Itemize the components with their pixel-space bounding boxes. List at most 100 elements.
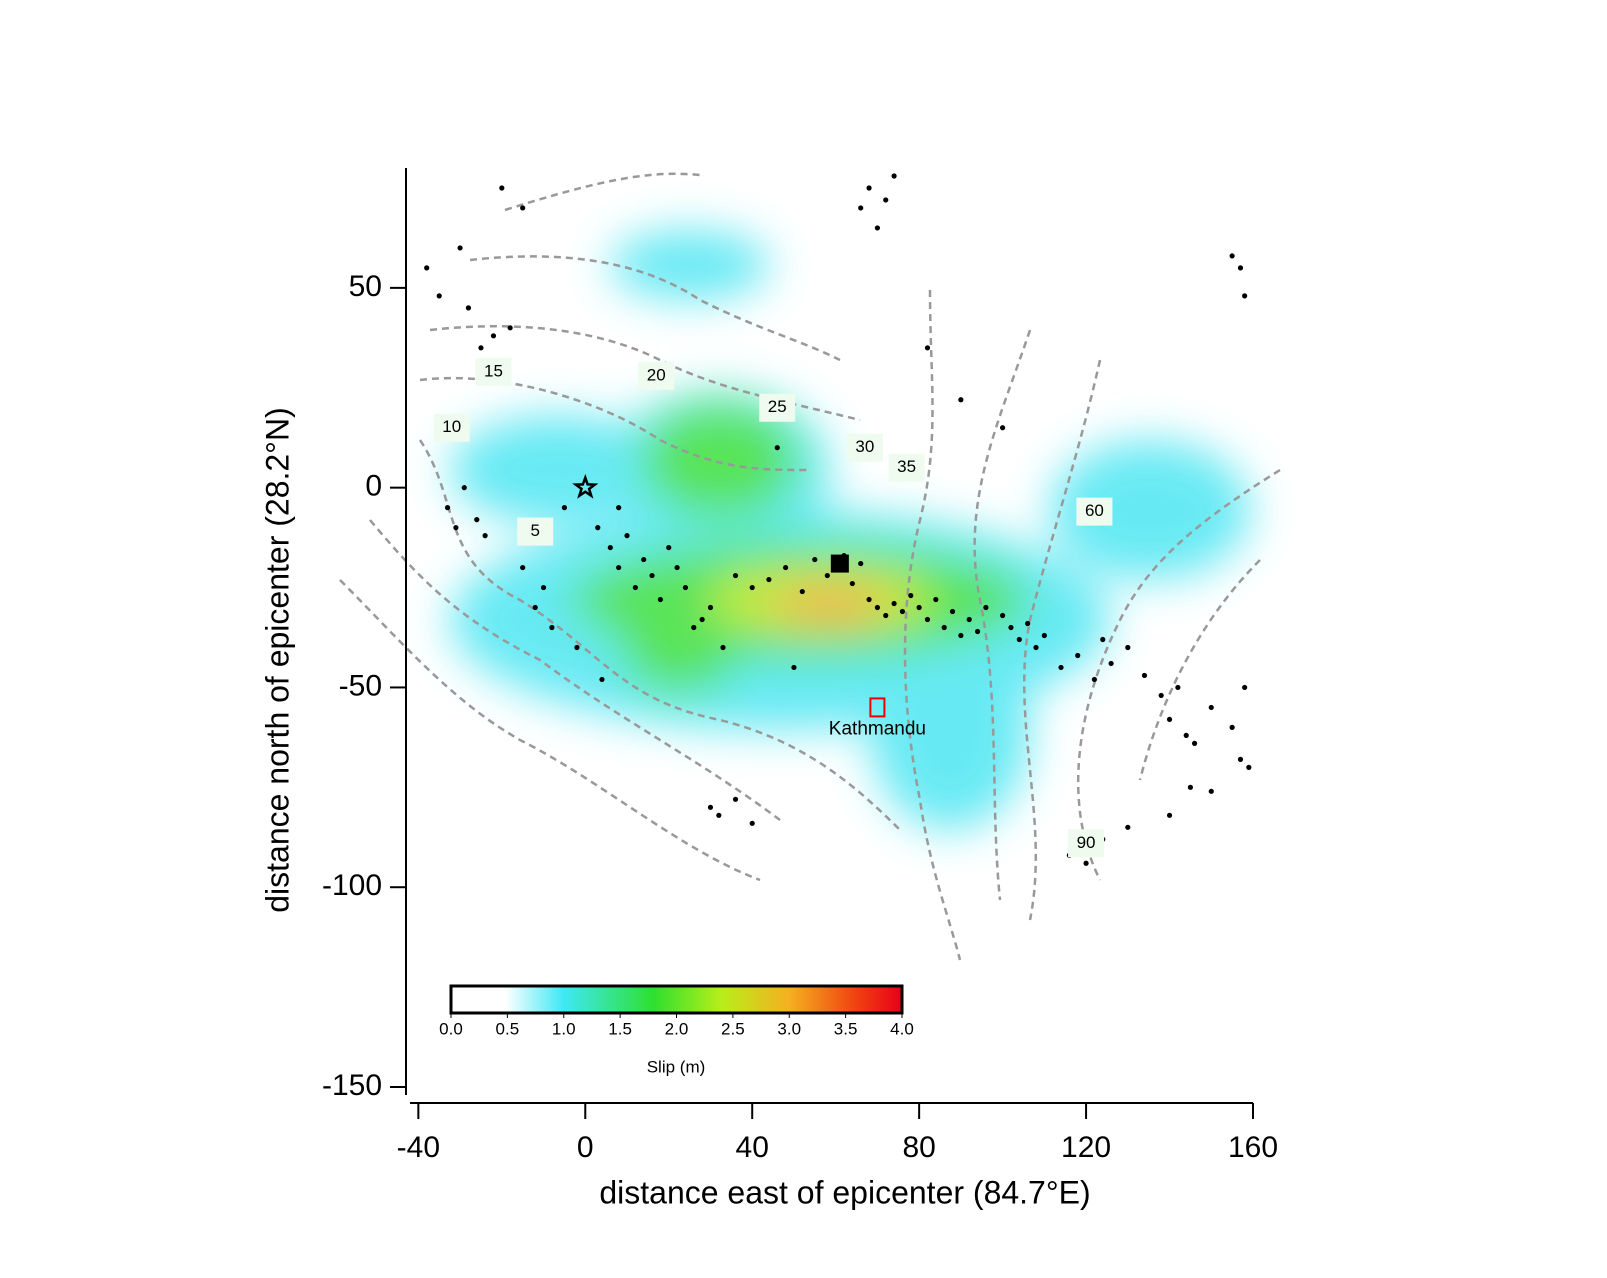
contour-label-box bbox=[888, 453, 925, 482]
aftershock bbox=[1016, 636, 1022, 643]
x-tick-label: 120 bbox=[1061, 1131, 1111, 1164]
aftershock bbox=[1237, 756, 1244, 762]
aftershock bbox=[1242, 293, 1248, 299]
aftershock bbox=[641, 556, 647, 563]
aftershock bbox=[707, 604, 714, 611]
aftershock bbox=[561, 505, 568, 511]
aftershock bbox=[716, 812, 722, 818]
aftershock bbox=[749, 584, 755, 591]
aftershock bbox=[891, 173, 897, 179]
aftershock bbox=[461, 485, 467, 491]
aftershock bbox=[507, 325, 513, 331]
aftershock bbox=[891, 600, 897, 607]
aftershock bbox=[1141, 672, 1148, 679]
aftershock bbox=[849, 580, 855, 587]
aftershock bbox=[1246, 764, 1252, 770]
aftershock bbox=[766, 576, 772, 583]
x-tick-label: 0 bbox=[577, 1131, 594, 1164]
y-tick-label: 0 bbox=[365, 470, 382, 503]
aftershock bbox=[607, 544, 613, 551]
aftershock bbox=[1108, 660, 1114, 667]
colorbar-tick-label: 0.0 bbox=[439, 1019, 463, 1038]
aftershock bbox=[1242, 684, 1248, 691]
aftershock bbox=[966, 616, 972, 623]
aftershock bbox=[720, 644, 726, 651]
aftershock bbox=[749, 820, 755, 826]
aftershock bbox=[983, 604, 989, 611]
x-tick-label: 80 bbox=[902, 1131, 935, 1164]
aftershock bbox=[482, 533, 488, 539]
y-tick-label: 50 bbox=[349, 270, 382, 303]
aftershock bbox=[1008, 624, 1014, 631]
aftershock bbox=[1187, 784, 1194, 790]
aftershock bbox=[958, 397, 964, 403]
aftershock bbox=[540, 584, 547, 591]
contour-label: 25 bbox=[768, 397, 787, 416]
aftershock bbox=[1041, 632, 1047, 639]
aftershock bbox=[908, 592, 914, 599]
y-axis-label: distance north of epicenter (28.2°N) bbox=[259, 407, 295, 913]
aftershock bbox=[732, 572, 739, 579]
city-marker bbox=[869, 697, 886, 718]
aftershock bbox=[478, 345, 484, 351]
aftershock bbox=[874, 225, 881, 231]
contour-label-box bbox=[475, 357, 512, 386]
aftershock bbox=[657, 596, 663, 603]
x-tick-label: -40 bbox=[397, 1131, 440, 1164]
aftershock bbox=[707, 804, 714, 810]
slip-field bbox=[450, 230, 1250, 830]
y-tick-label: -50 bbox=[339, 669, 382, 702]
aftershock bbox=[474, 517, 480, 523]
aftershock bbox=[1237, 265, 1244, 271]
aftershock bbox=[812, 556, 818, 563]
aftershock bbox=[916, 604, 922, 611]
aftershock bbox=[632, 584, 638, 591]
y-tick-label: -150 bbox=[322, 1069, 382, 1102]
aftershock bbox=[899, 608, 906, 615]
aftershock bbox=[941, 624, 947, 631]
aftershock bbox=[799, 588, 805, 595]
aftershock bbox=[624, 533, 630, 539]
aftershock bbox=[1166, 812, 1173, 818]
aftershock bbox=[1158, 692, 1164, 699]
city-label: Kathmandu bbox=[829, 718, 926, 739]
colorbar-tick-label: 3.5 bbox=[834, 1019, 858, 1038]
aftershock bbox=[1183, 732, 1189, 738]
aftershock bbox=[465, 305, 472, 311]
aftershock bbox=[1125, 824, 1131, 830]
aftershock bbox=[858, 560, 864, 567]
colorbar-label: Slip (m) bbox=[647, 1057, 706, 1076]
contour-label-box bbox=[846, 433, 883, 462]
aftershock bbox=[549, 624, 555, 631]
contour-label: 10 bbox=[442, 417, 461, 436]
aftershock bbox=[874, 604, 881, 611]
aftershock bbox=[1091, 676, 1098, 683]
aftershock bbox=[453, 525, 459, 531]
aftershock bbox=[1229, 724, 1235, 730]
aftershock bbox=[1100, 636, 1106, 643]
aftershock bbox=[1058, 664, 1064, 671]
aftershock bbox=[1075, 652, 1081, 659]
aftershock bbox=[574, 644, 580, 651]
contour-label: 60 bbox=[1085, 501, 1104, 520]
colorbar-tick-label: 2.5 bbox=[721, 1019, 745, 1038]
aftershock bbox=[674, 564, 680, 571]
aftershock bbox=[599, 676, 605, 683]
y-tick-label: -100 bbox=[322, 869, 382, 902]
contour-label: 20 bbox=[647, 365, 666, 384]
aftershock bbox=[682, 584, 689, 591]
colorbar bbox=[449, 984, 904, 1015]
aftershock bbox=[490, 333, 497, 339]
aftershock bbox=[1083, 860, 1089, 866]
colorbar-tick-label: 3.0 bbox=[777, 1019, 801, 1038]
aftershock bbox=[616, 564, 622, 571]
aftershock bbox=[1208, 704, 1214, 711]
aftershock bbox=[791, 664, 797, 671]
contour-label-box bbox=[1068, 829, 1105, 858]
aftershock bbox=[520, 205, 526, 211]
aftershock bbox=[858, 205, 864, 211]
aftershock bbox=[774, 445, 780, 451]
aftershock bbox=[532, 604, 538, 611]
aftershock bbox=[499, 185, 505, 191]
aftershock bbox=[883, 612, 889, 619]
